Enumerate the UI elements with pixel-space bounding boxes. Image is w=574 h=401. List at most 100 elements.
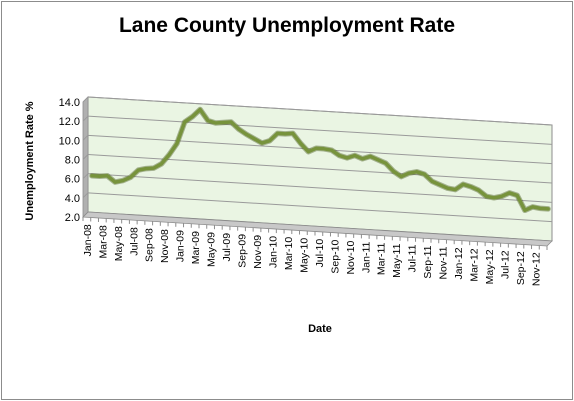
x-tick-label: Jan-11 [360,241,372,272]
x-tick-label: Sep-08 [144,228,156,262]
data-point [469,185,472,188]
y-tick-label: 12.0 [59,116,80,128]
data-point [361,157,364,161]
data-point [516,194,519,197]
data-point [492,196,496,199]
gridline-side [82,154,89,160]
data-point [160,162,163,166]
chart-title: Lane County Unemployment Rate [118,14,456,37]
data-point [183,120,186,124]
x-tick-label: Jan-12 [453,247,465,279]
gridline-side [82,192,89,199]
x-tick-label: May-12 [484,249,496,284]
gridline [87,173,553,203]
x-tick-label: Sep-10 [329,240,341,274]
data-point [129,176,132,179]
data-point [299,142,302,145]
x-tick-label: Nov-08 [159,229,171,263]
data-point [392,170,395,173]
data-point [206,119,210,122]
data-point [523,209,527,212]
x-tick-label: Nov-12 [530,252,542,286]
gridline-side [82,115,89,122]
data-point [276,132,279,135]
x-tick-label: Mar-08 [97,225,109,258]
data-point [539,207,542,210]
y-tick-label: 6.0 [65,174,80,186]
x-tick-label: Nov-11 [438,246,450,279]
data-point [260,141,264,145]
data-point [438,183,442,186]
x-tick-label: May-09 [206,232,218,267]
x-tick-label: Nov-09 [252,235,264,269]
x-tick-label: Jan-09 [175,230,187,262]
data-point [353,154,356,157]
data-point [461,183,465,186]
gridline-side [82,173,89,180]
data-point [168,153,171,156]
data-point [376,158,380,161]
data-point [237,127,240,131]
x-tick-label: Sep-11 [422,245,434,278]
data-point [291,132,295,135]
data-point [113,180,117,184]
data-point [268,139,271,142]
data-point [407,172,411,175]
x-tick-label: Jan-10 [267,236,279,268]
data-point [90,174,94,178]
x-tick-label: Jul-08 [128,227,140,256]
data-point [253,137,256,140]
data-point [330,149,333,152]
data-point [222,121,225,124]
data-point [152,166,155,170]
data-point [322,147,326,150]
y-tick-label: 4.0 [65,193,80,205]
data-point [531,205,534,209]
data-point [446,186,449,190]
gridline-side [82,134,89,141]
series-line [90,107,550,213]
x-tick-label: Jan-08 [82,224,94,256]
x-axis-label: Date [308,323,332,335]
x-tick-label: Mar-11 [376,242,388,275]
data-point [214,121,217,125]
data-point [245,133,248,136]
data-point [284,132,287,136]
data-point [546,207,550,211]
x-tick-label: Mar-10 [283,237,295,270]
data-point [144,167,148,170]
gridline-side [82,96,89,103]
data-point [121,179,125,182]
x-tick-label: Sep-12 [515,251,527,285]
y-axis-label: Unemployment Rate % [24,101,36,221]
y-tick-label: 14.0 [59,97,80,109]
data-point [400,175,403,178]
data-point [345,156,349,160]
data-point [106,174,109,178]
x-tick-label: Mar-12 [469,248,481,281]
data-point [229,120,233,124]
data-point [369,155,372,158]
y-tick-label: 2.0 [65,212,80,224]
x-tick-label: Jul-12 [499,250,511,279]
x-tick-label: Nov-10 [345,241,357,275]
y-tick-label: 10.0 [59,135,80,147]
x-tick-label: Sep-09 [237,234,249,268]
x-tick-label: May-08 [113,226,125,261]
x-tick-label: May-10 [298,238,310,273]
data-point [98,175,101,178]
x-tick-label: Jul-10 [314,239,326,268]
gridline [87,96,553,126]
data-point [191,115,194,118]
data-point [307,150,310,153]
data-point [314,147,318,150]
data-point [477,188,480,192]
x-tick-label: May-11 [391,243,403,277]
data-point [175,142,179,145]
data-point [454,188,457,191]
data-point [198,108,202,111]
data-point [430,180,434,183]
data-point [415,170,418,173]
x-tick-label: Mar-09 [190,231,202,264]
